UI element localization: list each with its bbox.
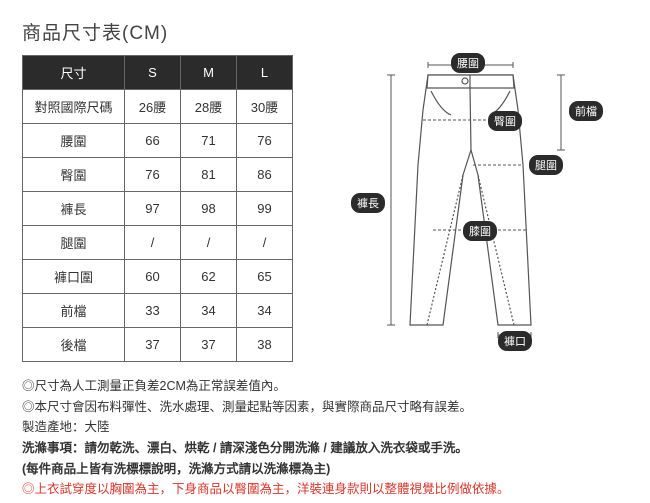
header-s: S — [125, 56, 181, 90]
cell: 37 — [181, 328, 237, 362]
table-header-row: 尺寸 S M L — [23, 56, 293, 90]
row-label: 褲口圍 — [23, 260, 125, 294]
cell: 37 — [125, 328, 181, 362]
notes-block: ◎尺寸為人工測量正負差2CM為正常誤差值內。 ◎本尺寸會因布料彈性、洗水處理、測… — [22, 376, 628, 500]
cell: 34 — [237, 294, 293, 328]
table-row: 褲長 97 98 99 — [23, 192, 293, 226]
note-line-bold: 洗滌事項：請勿乾洗、漂白、烘乾 / 請深淺色分開洗滌 / 建議放入洗衣袋或手洗。 — [22, 438, 628, 459]
pants-diagram: 腰圍 前檔 臀圍 腿圍 褲長 膝圍 褲口 — [313, 55, 628, 362]
label-knee: 膝圍 — [463, 221, 497, 241]
header-m: M — [181, 56, 237, 90]
cell: 38 — [237, 328, 293, 362]
cell: 33 — [125, 294, 181, 328]
row-label: 褲長 — [23, 192, 125, 226]
cell: 34 — [181, 294, 237, 328]
cell: 99 — [237, 192, 293, 226]
cell: 30腰 — [237, 90, 293, 124]
row-label: 臀圍 — [23, 158, 125, 192]
row-label: 腿圍 — [23, 226, 125, 260]
table-row: 褲口圍 60 62 65 — [23, 260, 293, 294]
row-label: 腰圍 — [23, 124, 125, 158]
cell: 65 — [237, 260, 293, 294]
header-l: L — [237, 56, 293, 90]
note-line: ◎尺寸為人工測量正負差2CM為正常誤差值內。 — [22, 376, 628, 397]
cell: 26腰 — [125, 90, 181, 124]
cell: 76 — [125, 158, 181, 192]
cell: 76 — [237, 124, 293, 158]
table-row: 對照國際尺碼 26腰 28腰 30腰 — [23, 90, 293, 124]
row-label: 前檔 — [23, 294, 125, 328]
size-table: 尺寸 S M L 對照國際尺碼 26腰 28腰 30腰 腰圍 66 71 76 … — [22, 55, 293, 362]
cell: 28腰 — [181, 90, 237, 124]
header-label: 尺寸 — [23, 56, 125, 90]
cell: 71 — [181, 124, 237, 158]
cell: 62 — [181, 260, 237, 294]
label-waist: 腰圍 — [451, 53, 485, 73]
cell: 86 — [237, 158, 293, 192]
note-line-bold: (每件商品上皆有洗標標說明，洗滌方式請以洗滌標為主) — [22, 459, 628, 480]
table-row: 臀圍 76 81 86 — [23, 158, 293, 192]
cell: 60 — [125, 260, 181, 294]
label-front-rise: 前檔 — [569, 101, 603, 121]
row-label: 對照國際尺碼 — [23, 90, 125, 124]
cell: 66 — [125, 124, 181, 158]
cell: 81 — [181, 158, 237, 192]
note-line: 製造產地：大陸 — [22, 417, 628, 438]
cell: / — [181, 226, 237, 260]
note-line: ◎本尺寸會因布料彈性、洗水處理、測量起點等因素，與實際商品尺寸略有誤差。 — [22, 397, 628, 418]
cell: 97 — [125, 192, 181, 226]
label-thigh: 腿圍 — [529, 155, 563, 175]
row-label: 後檔 — [23, 328, 125, 362]
table-row: 後檔 37 37 38 — [23, 328, 293, 362]
table-row: 腰圍 66 71 76 — [23, 124, 293, 158]
label-length: 褲長 — [351, 193, 385, 213]
label-hip: 臀圍 — [488, 111, 522, 131]
label-hem: 褲口 — [498, 331, 532, 351]
page-title: 商品尺寸表(CM) — [22, 18, 628, 45]
cell: 98 — [181, 192, 237, 226]
size-table-container: 尺寸 S M L 對照國際尺碼 26腰 28腰 30腰 腰圍 66 71 76 … — [22, 55, 293, 362]
content-row: 尺寸 S M L 對照國際尺碼 26腰 28腰 30腰 腰圍 66 71 76 … — [22, 55, 628, 362]
table-row: 前檔 33 34 34 — [23, 294, 293, 328]
cell: / — [125, 226, 181, 260]
note-line-red: ◎上衣試穿度以胸圍為主，下身商品以臀圍為主，洋裝連身款則以整體視覺比例做依據。 — [22, 479, 628, 500]
table-row: 腿圍 / / / — [23, 226, 293, 260]
cell: / — [237, 226, 293, 260]
